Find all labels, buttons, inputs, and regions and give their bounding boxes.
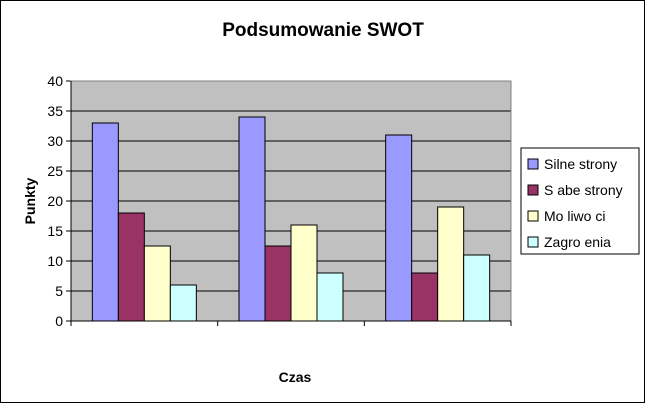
y-tick-label: 40 xyxy=(47,73,63,89)
bars xyxy=(91,116,491,322)
legend-swatch xyxy=(527,210,539,222)
y-axis-label: Punkty xyxy=(22,177,38,224)
bar-zagro-enia-1 xyxy=(169,284,197,322)
bar-silne-strony-3 xyxy=(385,134,413,322)
bar-mo-liwo-ci-1 xyxy=(143,245,171,322)
legend-swatch xyxy=(527,236,539,248)
legend-box xyxy=(520,147,640,255)
bar-silne-strony-2 xyxy=(238,116,266,322)
y-tick-label: 30 xyxy=(47,133,63,149)
bar-silne-strony-1 xyxy=(91,122,119,322)
legend-label: Silne strony xyxy=(544,156,617,172)
legend-swatch xyxy=(527,184,539,196)
bar-s-abe-strony-3 xyxy=(411,272,439,322)
legend-label: S abe strony xyxy=(544,182,623,198)
y-tick-label: 5 xyxy=(55,283,63,299)
y-tick-label: 0 xyxy=(55,313,63,329)
bar-mo-liwo-ci-3 xyxy=(437,206,465,322)
chart-title: Podsumowanie SWOT xyxy=(222,20,424,41)
bar-mo-liwo-ci-2 xyxy=(290,224,318,322)
y-tick-label: 25 xyxy=(47,163,63,179)
axes xyxy=(66,80,512,326)
bar-s-abe-strony-1 xyxy=(117,212,145,322)
bar-zagro-enia-3 xyxy=(463,254,491,322)
bar-zagro-enia-2 xyxy=(316,272,344,322)
legend: Silne strony S abe strony Mo liwo ci Zagro … xyxy=(520,147,640,255)
y-tick-label: 20 xyxy=(47,193,63,209)
y-tick-label: 15 xyxy=(47,223,63,239)
y-tick-label: 10 xyxy=(47,253,63,269)
y-tick-label: 35 xyxy=(47,103,63,119)
y-tick-labels: 0 5 10 15 20 25 30 35 40 xyxy=(47,73,63,329)
legend-label: Mo liwo ci xyxy=(544,208,605,224)
x-axis-label: Czas xyxy=(279,369,312,385)
bar-s-abe-strony-2 xyxy=(264,245,292,322)
legend-label: Zagro enia xyxy=(544,234,611,250)
legend-swatch xyxy=(527,158,539,170)
